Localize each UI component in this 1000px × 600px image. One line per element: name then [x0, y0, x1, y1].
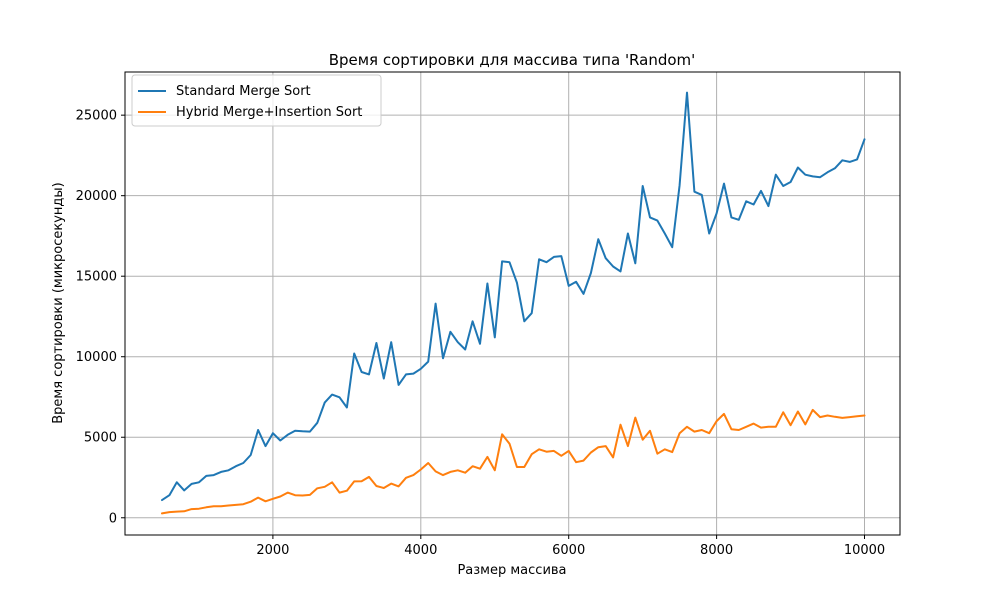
y-tick-label: 25000 — [76, 109, 117, 124]
x-tick-label: 10000 — [844, 543, 885, 558]
x-axis-title: Размер массива — [457, 563, 566, 578]
legend-label-hybrid-sort: Hybrid Merge+Insertion Sort — [176, 105, 362, 120]
y-tick-label: 0 — [109, 511, 117, 526]
series-lines — [161, 91, 866, 515]
x-tick-label: 6000 — [552, 543, 585, 558]
x-tick-label: 2000 — [256, 543, 289, 558]
x-tick-label: 8000 — [700, 543, 733, 558]
legend-box — [131, 74, 382, 127]
plot-area-frame — [124, 71, 901, 536]
series-line-standard-merge-sort — [161, 91, 866, 502]
y-tick-label: 20000 — [76, 189, 117, 204]
series-line-hybrid-sort — [161, 408, 866, 515]
axis-ticks: 2000 4000 6000 8000 10000 0 5000 10000 15000 2000… — [76, 109, 886, 558]
y-tick-label: 5000 — [84, 431, 117, 446]
y-tick-label: 15000 — [76, 270, 117, 285]
legend-label-standard-merge-sort: Standard Merge Sort — [176, 84, 311, 99]
y-tick-label: 10000 — [76, 350, 117, 365]
legend: Standard Merge Sort Hybrid Merge+Inserti… — [131, 74, 382, 127]
chart-title: Время сортировки для массива типа 'Rando… — [329, 51, 696, 69]
y-axis-title: Время сортировки (микросекунды) — [51, 182, 66, 424]
x-tick-label: 4000 — [404, 543, 437, 558]
